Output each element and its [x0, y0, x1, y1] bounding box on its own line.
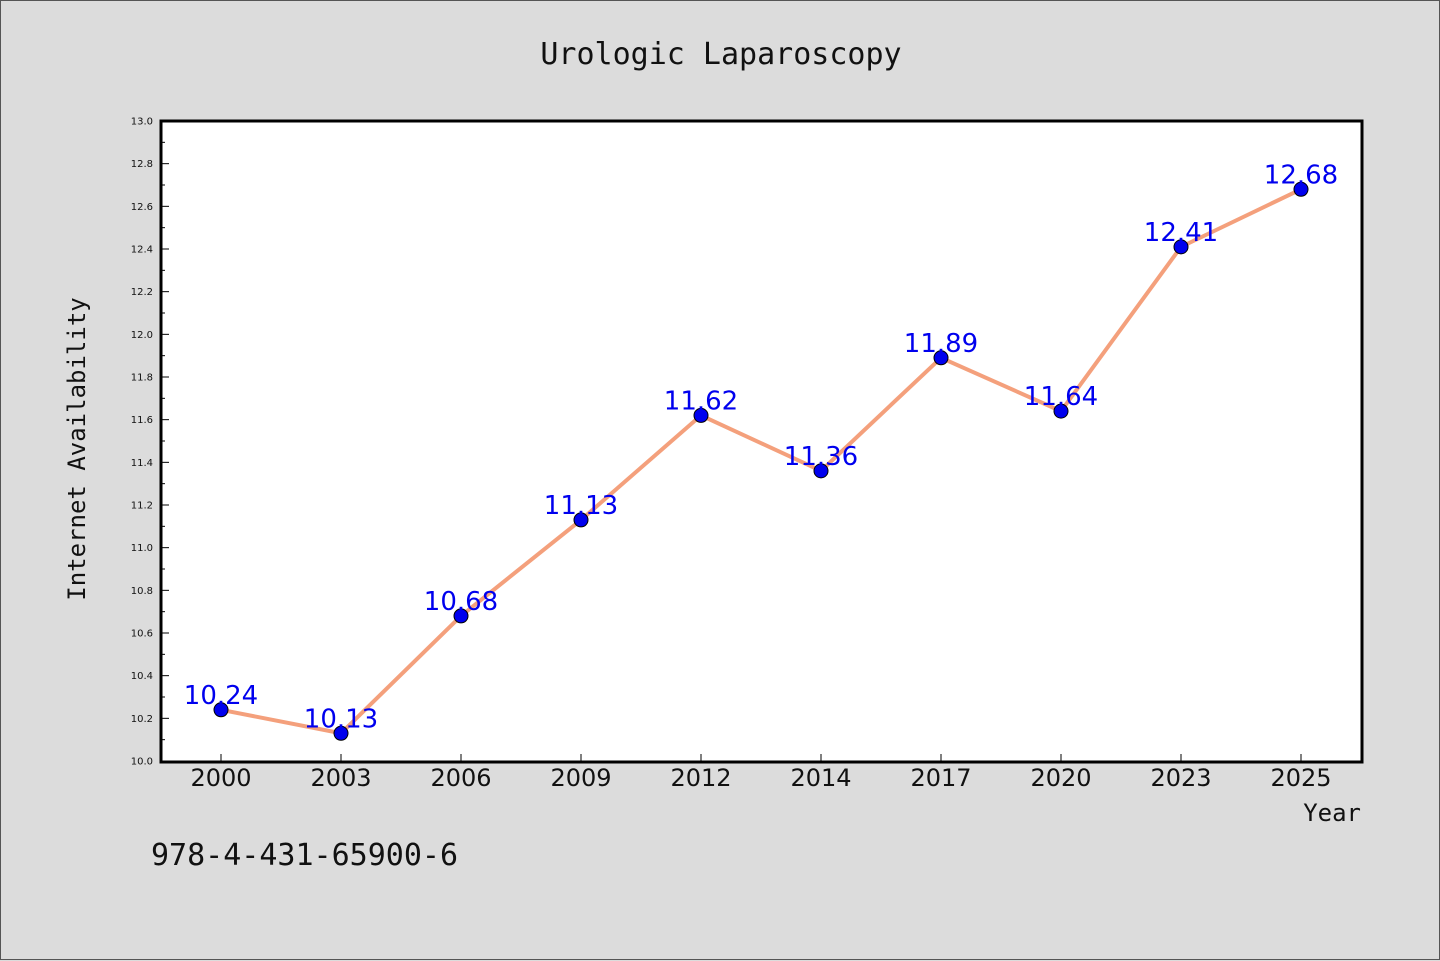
data-point	[213, 702, 229, 718]
data-label: 11.13	[544, 491, 618, 521]
data-label: 11.89	[904, 329, 978, 359]
chart-title: Urologic Laparoscopy	[540, 37, 901, 72]
y-tick-label: 12.4	[131, 245, 153, 256]
data-label: 10.24	[184, 681, 258, 711]
y-axis-label: Internet Availability	[63, 297, 91, 600]
y-tick-label: 10.8	[131, 586, 153, 597]
y-tick-label: 12.6	[131, 202, 153, 213]
y-tick-label: 10.6	[131, 629, 153, 640]
footer-isbn: 978-4-431-65900-6	[151, 838, 458, 873]
data-point	[573, 512, 589, 528]
y-tick-label: 10.0	[131, 757, 153, 768]
data-point	[1293, 181, 1309, 197]
data-point	[933, 350, 949, 366]
x-tick-label: 2025	[1270, 764, 1331, 792]
data-label: 11.62	[664, 386, 738, 416]
y-tick-label: 10.4	[131, 671, 153, 682]
y-tick-label: 10.2	[131, 714, 153, 725]
x-tick-label: 2014	[790, 764, 851, 792]
y-tick-label: 11.2	[131, 501, 153, 512]
x-tick-label: 2017	[910, 764, 971, 792]
y-axis: 10.0 10.2 10.4 10.6 10.8 11.0 11.2 11.4 11.6 11.8…	[131, 117, 169, 768]
x-tick-label: 2000	[190, 764, 251, 792]
data-point	[813, 463, 829, 479]
data-label: 12.68	[1264, 160, 1338, 190]
y-tick-label: 11.0	[131, 543, 153, 554]
data-label: 12.41	[1144, 218, 1218, 248]
y-tick-label: 12.2	[131, 287, 153, 298]
data-point	[453, 608, 469, 624]
x-tick-label: 2006	[430, 764, 491, 792]
data-point	[333, 725, 349, 741]
data-label: 10.68	[424, 587, 498, 617]
series-layer: 10.24 10.13 10.68 11.13 11.62 11.36 11.89 11.64…	[184, 160, 1338, 741]
data-point	[1053, 403, 1069, 419]
y-tick-label: 12.0	[131, 330, 153, 341]
x-tick-label: 2023	[1150, 764, 1211, 792]
y-tick-label: 11.6	[131, 415, 153, 426]
x-tick-label: 2009	[550, 764, 611, 792]
x-tick-label: 2020	[1030, 764, 1091, 792]
x-axis-label: Year	[1303, 799, 1361, 827]
series-line	[219, 187, 1303, 736]
data-label: 11.36	[784, 442, 858, 472]
x-tick-label: 2012	[670, 764, 731, 792]
x-tick-label: 2003	[310, 764, 371, 792]
data-point	[693, 407, 709, 423]
y-tick-label: 13.0	[131, 117, 153, 128]
y-tick-label: 12.8	[131, 159, 153, 170]
y-tick-label: 11.4	[131, 458, 153, 469]
y-tick-label: 11.8	[131, 373, 153, 384]
x-axis: 2000 2003 2006 2009 2012 2014 2017 2020 2023 2025	[190, 754, 1332, 792]
data-label: 10.13	[304, 704, 378, 734]
data-label: 11.64	[1024, 382, 1098, 412]
data-point	[1173, 239, 1189, 255]
